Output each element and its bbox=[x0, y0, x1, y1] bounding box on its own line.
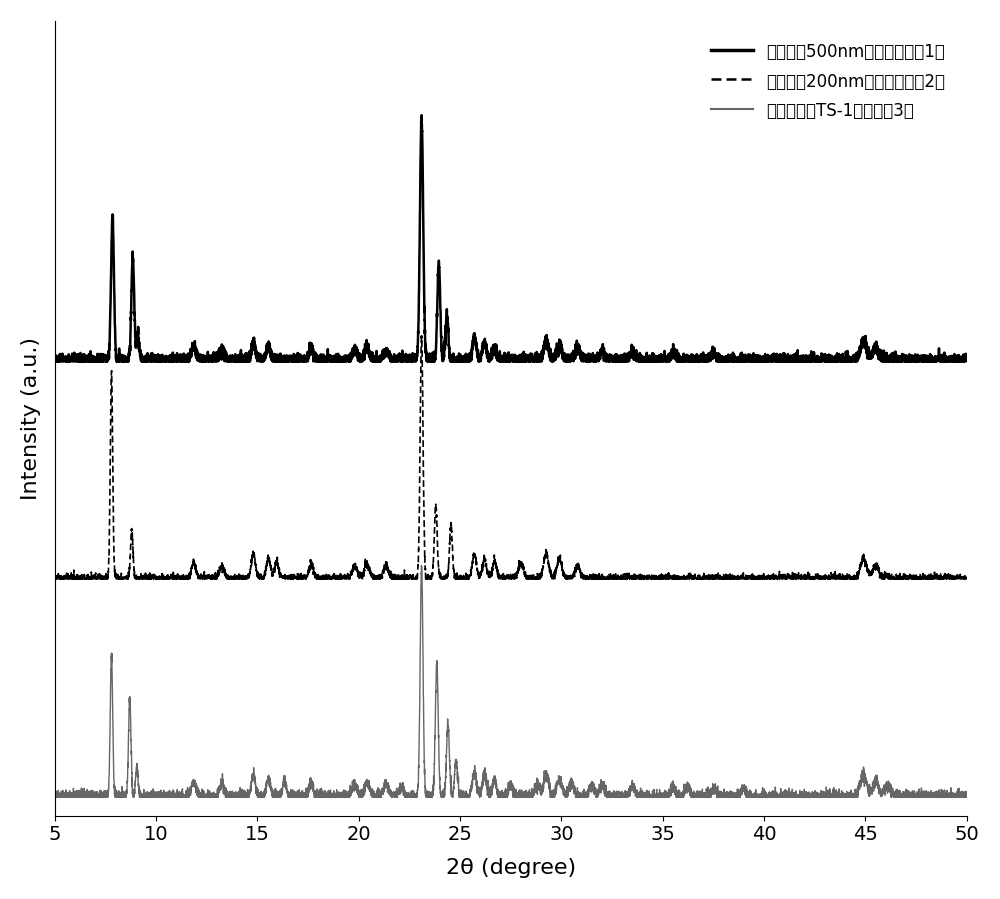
Legend: 平均粒径500nm晶种（实施例1）, 平均粒径200nm晶种（实施例2）, 晶种液合成TS-1（实施例3）: 平均粒径500nm晶种（实施例1）, 平均粒径200nm晶种（实施例2）, 晶种… bbox=[698, 29, 958, 134]
Y-axis label: Intensity (a.u.): Intensity (a.u.) bbox=[21, 337, 41, 500]
X-axis label: 2θ (degree): 2θ (degree) bbox=[446, 859, 576, 878]
